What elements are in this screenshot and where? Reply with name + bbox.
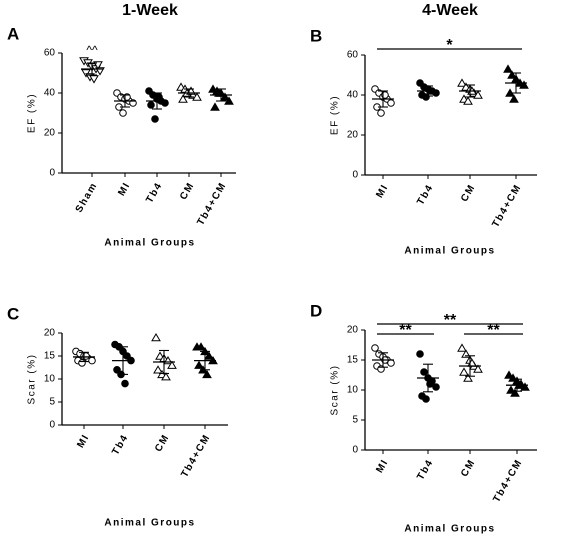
y-tick-label: 20	[347, 325, 359, 336]
x-tick-label: CM	[178, 180, 197, 202]
data-point	[224, 96, 234, 105]
annotation: *	[446, 37, 453, 54]
y-tick-label: 15	[347, 355, 359, 366]
y-axis-label: Scar (%)	[27, 354, 38, 405]
data-point	[387, 99, 395, 107]
y-tick-label: 20	[44, 128, 56, 139]
data-point	[422, 395, 430, 403]
data-point	[161, 372, 171, 381]
y-tick-label: 40	[44, 88, 56, 99]
data-point	[473, 90, 483, 99]
data-point	[503, 64, 513, 73]
data-point	[519, 80, 529, 89]
x-tick-label: Sham	[74, 180, 100, 214]
data-point	[432, 383, 440, 391]
x-tick-label: MI	[116, 180, 133, 198]
annotation: **	[444, 312, 457, 329]
x-tick-label: Tb4+CM	[490, 182, 524, 229]
data-point	[457, 78, 467, 87]
y-tick-label: 60	[44, 48, 56, 59]
data-point	[377, 109, 385, 117]
y-tick-label: 60	[347, 50, 359, 61]
data-point	[121, 379, 129, 388]
data-point	[194, 360, 204, 369]
data-point	[507, 70, 517, 79]
data-point	[457, 343, 467, 352]
data-point	[89, 75, 99, 84]
x-tick-label: MI	[374, 182, 391, 200]
x-tick-label: Tb4+CM	[179, 432, 213, 479]
panel-letter: A	[7, 24, 19, 43]
data-point	[88, 356, 96, 365]
panel-letter: B	[310, 26, 322, 45]
x-tick-label: Tb4+CM	[491, 457, 525, 504]
data-point	[196, 342, 206, 351]
x-tick-label: CM	[153, 432, 172, 454]
y-tick-label: 0	[49, 168, 55, 179]
y-tick-label: 5	[352, 415, 358, 426]
x-tick-label: Tb4	[110, 432, 131, 457]
data-point	[192, 92, 202, 101]
data-point	[459, 367, 469, 376]
data-point	[416, 350, 424, 358]
x-axis-label: Animal Groups	[404, 246, 495, 257]
data-point	[119, 109, 127, 117]
data-point	[147, 101, 155, 109]
y-tick-label: 15	[44, 351, 56, 362]
annotation: ^^	[86, 43, 98, 57]
data-point	[463, 373, 473, 382]
data-point	[420, 368, 428, 376]
data-point	[178, 94, 188, 103]
y-tick-label: 10	[44, 374, 56, 385]
data-point	[153, 365, 163, 374]
x-tick-label: MI	[374, 457, 391, 475]
x-tick-label: CM	[459, 182, 478, 204]
x-axis-label: Animal Groups	[104, 238, 195, 249]
y-tick-label: 20	[44, 328, 56, 339]
x-axis-label: Animal Groups	[404, 524, 495, 535]
data-point	[210, 102, 220, 111]
y-axis-label: EF (%)	[330, 95, 341, 135]
x-tick-label: Tb4	[415, 182, 436, 207]
data-point	[204, 351, 214, 360]
data-point	[220, 92, 230, 101]
y-tick-label: 0	[352, 445, 358, 456]
annotation: **	[399, 322, 412, 339]
data-point	[473, 364, 483, 373]
y-tick-label: 40	[347, 90, 359, 101]
data-point	[463, 96, 473, 105]
y-axis-label: EF (%)	[27, 93, 38, 133]
x-axis-label: Animal Groups	[104, 518, 195, 529]
data-point	[504, 370, 514, 379]
data-point	[509, 94, 519, 103]
data-point	[151, 115, 159, 123]
data-point	[167, 360, 177, 369]
annotation: **	[487, 322, 500, 339]
panel-letter: D	[310, 301, 322, 320]
panel-letter: C	[7, 304, 19, 323]
y-tick-label: 0	[49, 420, 55, 431]
y-tick-label: 10	[347, 385, 359, 396]
data-point	[151, 333, 161, 342]
x-tick-label: Tb4	[144, 180, 165, 205]
data-point	[202, 369, 212, 379]
y-tick-label: 5	[49, 397, 55, 408]
y-axis-label: Scar (%)	[330, 365, 341, 416]
x-tick-label: Tb4+CM	[195, 180, 229, 227]
data-point	[510, 388, 520, 397]
x-tick-label: Tb4	[415, 457, 436, 482]
y-tick-label: 20	[347, 130, 359, 141]
data-point	[81, 69, 91, 78]
data-point	[371, 344, 379, 352]
column-title: 4-Week	[422, 2, 478, 19]
x-tick-label: MI	[75, 432, 92, 450]
y-tick-label: 0	[352, 170, 358, 181]
column-title: 1-Week	[122, 2, 178, 19]
x-tick-label: CM	[459, 457, 478, 479]
